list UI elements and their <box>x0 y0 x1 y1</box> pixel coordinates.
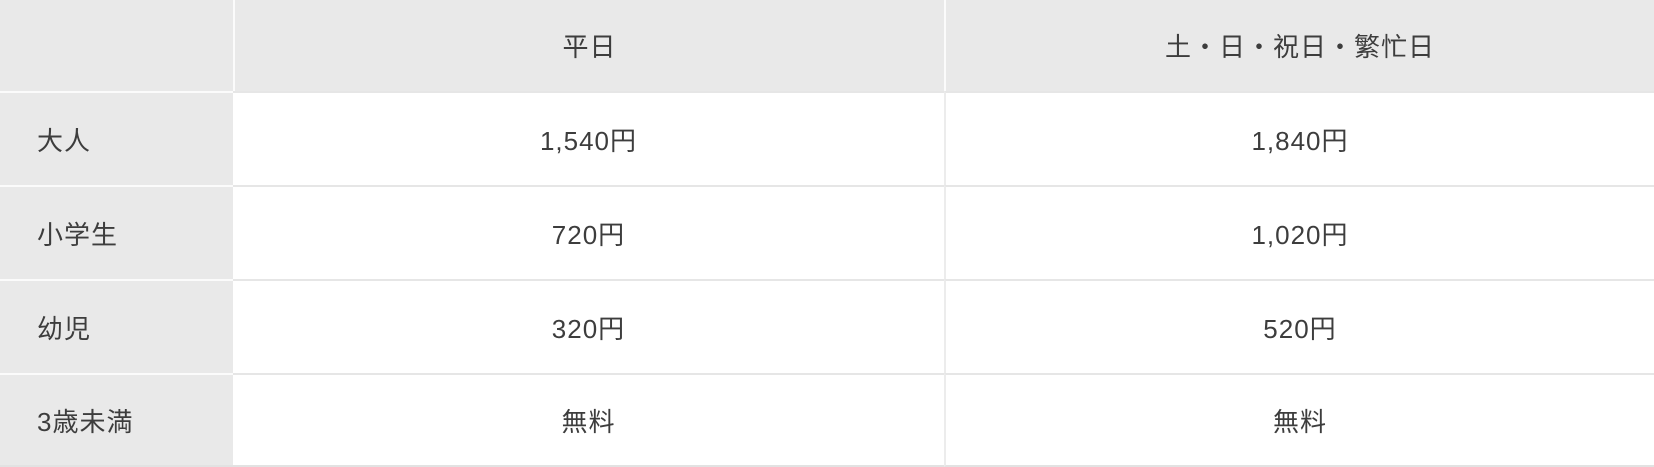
table-row-elementary: 小学生 720円 1,020円 <box>0 185 1654 279</box>
table-row-toddler: 幼児 320円 520円 <box>0 279 1654 373</box>
price-elementary-weekday: 720円 <box>233 185 944 279</box>
header-row: 平日 土・日・祝日・繁忙日 <box>0 0 1654 91</box>
column-header-weekday: 平日 <box>233 0 944 91</box>
row-label-adult: 大人 <box>0 91 233 185</box>
row-label-elementary: 小学生 <box>0 185 233 279</box>
price-elementary-weekend: 1,020円 <box>944 185 1654 279</box>
row-label-under3: 3歳未満 <box>0 373 233 467</box>
price-under3-weekday: 無料 <box>233 373 944 467</box>
table-row-adult: 大人 1,540円 1,840円 <box>0 91 1654 185</box>
price-adult-weekend: 1,840円 <box>944 91 1654 185</box>
price-under3-weekend: 無料 <box>944 373 1654 467</box>
column-header-weekend-holiday: 土・日・祝日・繁忙日 <box>944 0 1654 91</box>
price-toddler-weekend: 520円 <box>944 279 1654 373</box>
table-row-under3: 3歳未満 無料 無料 <box>0 373 1654 467</box>
price-toddler-weekday: 320円 <box>233 279 944 373</box>
price-adult-weekday: 1,540円 <box>233 91 944 185</box>
row-label-toddler: 幼児 <box>0 279 233 373</box>
corner-cell <box>0 0 233 91</box>
